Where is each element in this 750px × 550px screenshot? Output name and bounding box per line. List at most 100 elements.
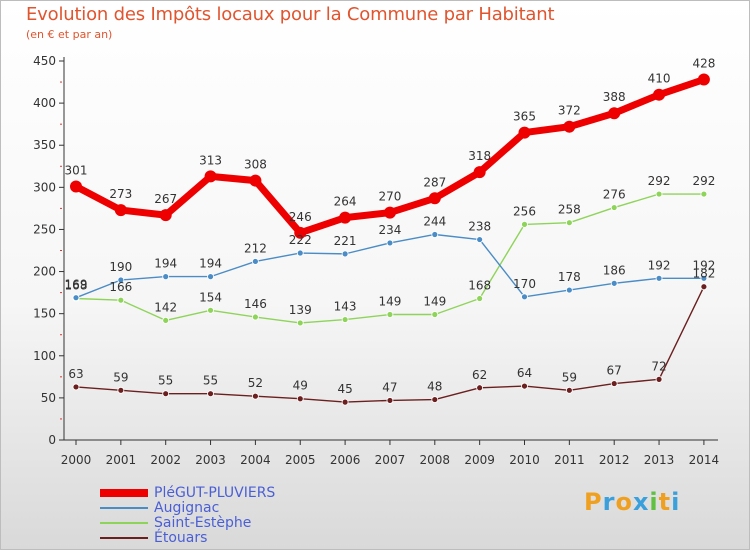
data-point <box>114 204 127 217</box>
logo-letter: i <box>649 488 659 516</box>
data-point <box>251 313 259 321</box>
data-point <box>207 306 214 314</box>
data-point <box>117 276 125 284</box>
data-point <box>72 294 80 302</box>
data-point <box>476 384 484 392</box>
x-tick-label: 2012 <box>599 453 630 467</box>
data-label: 49 <box>293 379 308 393</box>
x-tick-label: 2003 <box>195 453 226 467</box>
legend-label: Saint-Estèphe <box>154 515 252 531</box>
data-point <box>294 226 307 239</box>
data-label: 178 <box>558 270 581 284</box>
data-label: 63 <box>68 367 83 381</box>
data-label: 55 <box>158 374 173 388</box>
data-label: 72 <box>651 359 666 373</box>
data-label: 410 <box>648 72 671 86</box>
data-point <box>563 120 576 133</box>
x-tick-label: 2001 <box>106 453 137 467</box>
data-label: 264 <box>334 195 357 209</box>
x-tick-label: 2014 <box>689 453 720 467</box>
data-point <box>207 273 214 281</box>
y-tick-label: 50 <box>41 391 56 405</box>
data-label: 169 <box>65 278 88 292</box>
data-point <box>565 219 573 227</box>
data-label: 238 <box>468 220 491 234</box>
y-tick-label: 100 <box>33 349 56 363</box>
data-point <box>117 386 125 394</box>
data-point <box>341 316 349 323</box>
data-point <box>655 190 663 198</box>
data-label: 166 <box>109 280 132 294</box>
data-point <box>473 166 486 179</box>
data-label: 149 <box>378 295 401 309</box>
data-point <box>296 395 304 403</box>
data-label: 287 <box>423 175 446 189</box>
y-tick-label: 300 <box>33 180 56 194</box>
data-label: 146 <box>244 297 267 311</box>
data-point <box>476 236 484 243</box>
data-point <box>296 249 304 257</box>
data-label: 212 <box>244 241 267 255</box>
data-label: 301 <box>65 163 88 177</box>
data-label: 143 <box>334 300 357 314</box>
data-label: 168 <box>65 279 88 293</box>
data-point <box>431 311 439 318</box>
y-tick-label: 350 <box>33 138 56 152</box>
data-label: 372 <box>558 104 581 118</box>
legend-swatch <box>100 489 148 497</box>
data-label: 221 <box>334 234 357 248</box>
data-point <box>518 126 531 139</box>
data-point <box>72 383 80 391</box>
legend-swatch <box>100 507 148 509</box>
data-label: 139 <box>289 303 312 317</box>
data-label: 194 <box>154 257 177 271</box>
data-point <box>159 209 172 222</box>
logo-letter: t <box>658 488 672 516</box>
data-label: 267 <box>154 192 177 206</box>
data-label: 273 <box>109 187 132 201</box>
data-label: 149 <box>423 295 446 309</box>
logo-letter: x <box>632 488 650 516</box>
data-point <box>386 239 394 247</box>
data-label: 292 <box>648 174 671 188</box>
data-point <box>204 170 217 183</box>
proxiti-logo: Proxiti <box>584 488 680 516</box>
data-label: 52 <box>248 376 263 390</box>
data-label: 244 <box>423 214 446 228</box>
data-label: 67 <box>607 364 622 378</box>
x-tick-label: 2005 <box>285 453 316 467</box>
x-tick-label: 2011 <box>554 453 585 467</box>
data-point <box>386 397 394 404</box>
data-point <box>251 392 259 400</box>
y-tick-label: 0 <box>48 433 56 447</box>
data-label: 194 <box>199 257 222 271</box>
x-tick-label: 2004 <box>240 453 271 467</box>
data-point <box>521 293 528 301</box>
data-label: 168 <box>468 279 491 293</box>
data-point <box>70 180 82 193</box>
data-label: 276 <box>603 188 626 202</box>
data-label: 186 <box>603 263 626 277</box>
x-tick-label: 2006 <box>330 453 361 467</box>
data-point <box>608 107 621 120</box>
data-point <box>117 296 125 304</box>
logo-letter: i <box>671 488 681 516</box>
data-point <box>431 396 439 403</box>
data-label: 48 <box>427 380 442 394</box>
x-tick-label: 2008 <box>420 453 451 467</box>
data-point <box>162 390 170 398</box>
data-point <box>386 311 394 318</box>
data-label: 142 <box>154 300 177 314</box>
x-tick-label: 2009 <box>464 453 495 467</box>
data-point <box>697 73 710 86</box>
x-tick-label: 2007 <box>375 453 406 467</box>
data-label: 192 <box>648 258 671 272</box>
data-label: 59 <box>562 370 577 384</box>
data-point <box>565 286 573 294</box>
data-label: 365 <box>513 110 536 124</box>
legend-swatch <box>100 537 148 539</box>
data-point <box>655 274 663 282</box>
legend-swatch <box>100 522 148 524</box>
logo-letter: r <box>602 488 616 516</box>
data-point <box>610 204 618 211</box>
